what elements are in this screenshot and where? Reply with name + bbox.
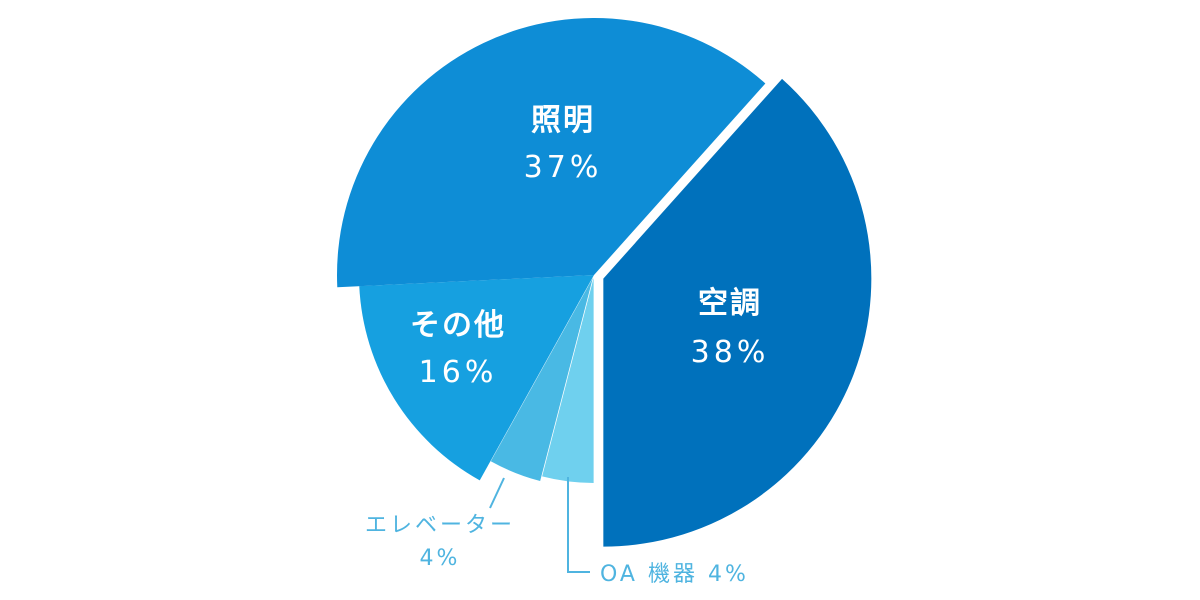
pie-slice-aircon (603, 78, 872, 547)
slice-label-other: その他 (410, 308, 506, 343)
slice-value-lighting: 37% (524, 150, 603, 185)
pie-slices (337, 17, 872, 547)
slice-value-aircon: 38% (691, 335, 770, 370)
leader-line-elevator (489, 477, 505, 509)
slice-value-other: 16% (419, 355, 498, 390)
slice-value-elevator: 4% (420, 546, 461, 571)
slice-label-lighting: 照明 (531, 103, 595, 138)
pie-slice-elevator (490, 277, 593, 482)
slice-label-elevator: エレベーター (365, 513, 515, 538)
pie-slice-oa (542, 277, 594, 483)
pie-slice-lighting (337, 17, 766, 288)
pie-slice-other (359, 275, 594, 481)
slice-label-aircon: 空調 (698, 286, 762, 321)
leader-line-oa (567, 477, 590, 573)
slice-label-oa: OA 機器 4% (600, 562, 749, 587)
